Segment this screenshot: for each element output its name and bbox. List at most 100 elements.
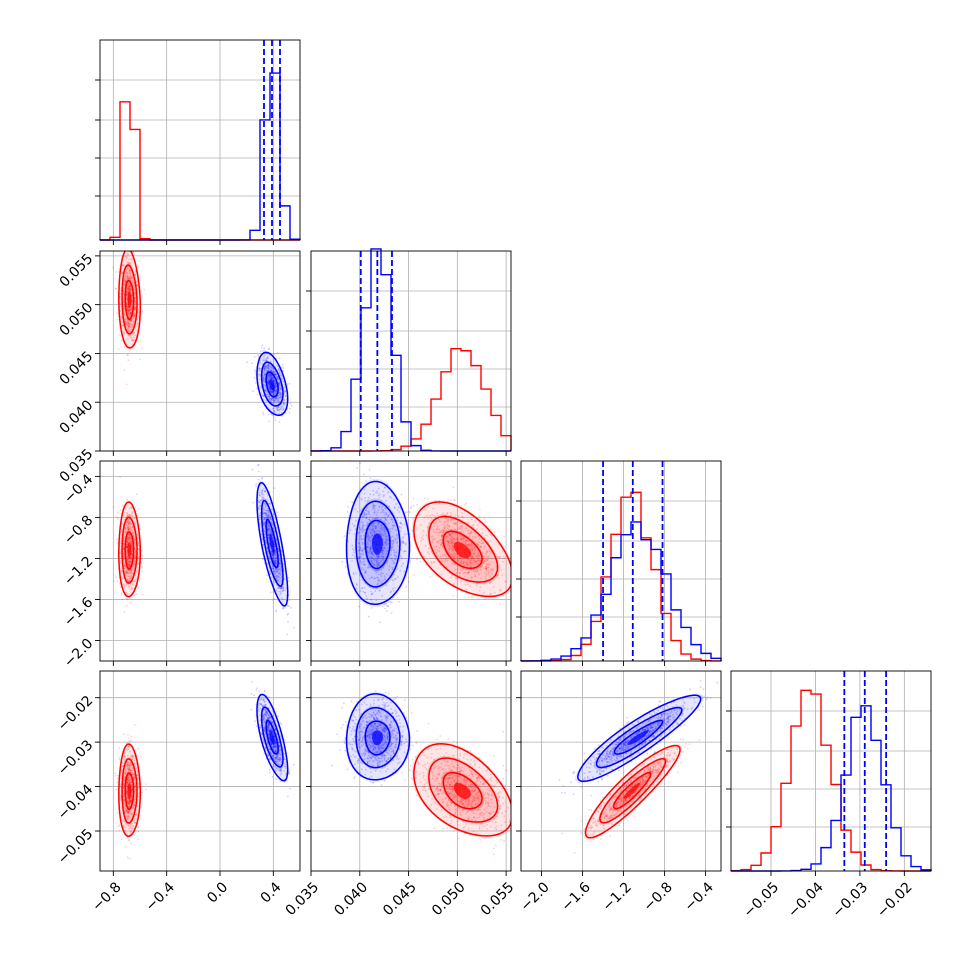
- panel-frame-2-2: [516, 460, 722, 666]
- scatter-point: [279, 388, 282, 390]
- scatter-point: [124, 845, 127, 848]
- scatter-point: [125, 290, 128, 293]
- scatter-point: [271, 377, 274, 379]
- scatter-point: [126, 287, 128, 289]
- scatter-point: [257, 355, 260, 358]
- scatter-point: [270, 375, 272, 377]
- scatter-point: [129, 287, 132, 290]
- scatter-point: [277, 375, 279, 378]
- scatter-point: [131, 294, 134, 297]
- scatter-point: [133, 312, 136, 315]
- scatter-point: [126, 328, 129, 331]
- scatter-point: [479, 508, 481, 511]
- scatter-point: [129, 319, 132, 322]
- scatter-point: [133, 308, 136, 311]
- scatter-point: [266, 357, 269, 360]
- scatter-point: [124, 256, 127, 258]
- scatter-point: [263, 367, 266, 370]
- scatter-point: [125, 292, 128, 295]
- scatter-point: [278, 412, 281, 415]
- scatter-point: [286, 633, 288, 636]
- scatter-point: [129, 275, 132, 278]
- scatter-point: [133, 288, 136, 291]
- scatter-point: [131, 276, 133, 278]
- scatter-point: [282, 401, 284, 404]
- scatter-point: [128, 312, 131, 315]
- scatter-point: [123, 733, 125, 736]
- scatter-point: [262, 374, 265, 377]
- scatter-point: [252, 501, 254, 504]
- scatter-point: [273, 371, 276, 373]
- scatter-point: [280, 407, 283, 410]
- scatter-point: [141, 791, 144, 794]
- scatter-point: [128, 309, 131, 311]
- scatter-point: [128, 308, 131, 311]
- scatter-point: [267, 364, 270, 366]
- scatter-point: [283, 399, 286, 402]
- scatter-point: [135, 521, 137, 524]
- scatter-point: [136, 280, 138, 283]
- scatter-point: [279, 392, 282, 394]
- scatter-point: [123, 279, 126, 282]
- scatter-point: [127, 288, 130, 291]
- scatter-point: [406, 511, 408, 513]
- scatter-point: [287, 577, 290, 579]
- scatter-point: [128, 839, 131, 841]
- scatter-point: [280, 377, 283, 380]
- scatter-point: [284, 389, 287, 392]
- scatter-point: [133, 285, 135, 287]
- scatter-point: [498, 603, 501, 606]
- scatter-point: [264, 367, 266, 370]
- scatter-point: [260, 386, 263, 388]
- scatter-point: [115, 271, 117, 273]
- scatter-point: [127, 519, 130, 522]
- scatter-point: [122, 547, 125, 550]
- scatter-point: [125, 322, 127, 325]
- scatter-point: [274, 379, 276, 382]
- scatter-point: [259, 359, 262, 362]
- scatter-point: [275, 390, 277, 393]
- scatter-point: [274, 389, 276, 392]
- panel-border: [310, 250, 512, 452]
- scatter-point: [126, 292, 128, 295]
- scatter-point: [126, 541, 128, 544]
- scatter-point: [279, 394, 281, 396]
- scatter-point: [273, 390, 276, 393]
- scatter-point: [126, 274, 129, 277]
- scatter-point: [271, 397, 274, 399]
- scatter-point: [128, 521, 131, 524]
- scatter-point: [129, 285, 132, 287]
- scatter-point: [130, 328, 133, 331]
- scatter-point: [128, 286, 131, 288]
- scatter-point: [129, 323, 132, 325]
- scatter-point: [253, 355, 256, 358]
- scatter-point: [130, 277, 133, 279]
- scatter-point: [252, 390, 255, 392]
- scatter-point: [265, 367, 268, 370]
- scatter-point: [133, 286, 136, 289]
- scatter-point: [128, 564, 131, 567]
- scatter-point: [400, 493, 403, 496]
- scatter-point: [269, 360, 272, 363]
- scatter-point: [122, 263, 125, 266]
- scatter-point: [128, 272, 131, 275]
- scatter-point: [130, 303, 133, 306]
- scatter-point: [269, 374, 272, 377]
- scatter-point: [265, 357, 268, 360]
- scatter-point: [133, 594, 136, 597]
- scatter-point: [140, 557, 143, 560]
- scatter-point: [129, 311, 132, 314]
- scatter-point: [125, 271, 128, 273]
- scatter-point: [484, 521, 487, 523]
- scatter-point: [134, 294, 137, 297]
- scatter-point: [278, 400, 281, 403]
- scatter-point: [117, 517, 119, 520]
- scatter-point: [270, 366, 273, 369]
- scatter-point: [127, 359, 130, 362]
- scatter-point: [263, 354, 266, 357]
- scatter-point: [265, 369, 268, 372]
- scatter-point: [129, 334, 132, 337]
- scatter-point: [128, 289, 131, 291]
- scatter-point: [117, 511, 119, 514]
- scatter-point: [116, 318, 119, 321]
